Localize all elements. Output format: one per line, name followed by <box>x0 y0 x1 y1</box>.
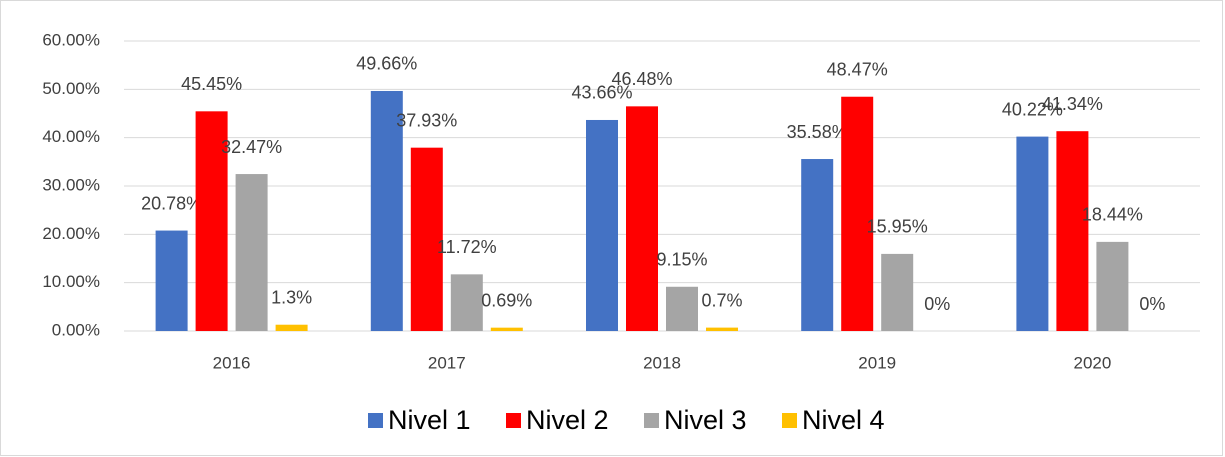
bar <box>275 324 308 331</box>
data-label: 15.95% <box>867 217 928 237</box>
x-tick-label: 2016 <box>213 353 251 372</box>
x-tick-label: 2020 <box>1073 353 1111 372</box>
bar <box>801 159 834 331</box>
x-tick-label: 2019 <box>858 353 896 372</box>
data-label: 49.66% <box>356 54 417 74</box>
y-tick-label: 30.00% <box>42 175 100 194</box>
bar <box>490 327 523 331</box>
y-tick-label: 50.00% <box>42 79 100 98</box>
bar <box>1096 241 1129 331</box>
bar <box>370 90 403 331</box>
legend-label: Nivel 3 <box>664 405 747 435</box>
data-label: 0% <box>1139 294 1165 314</box>
bar <box>626 106 658 331</box>
data-label: 18.44% <box>1082 205 1143 225</box>
data-label: 48.47% <box>827 59 888 79</box>
y-tick-label: 10.00% <box>42 272 100 291</box>
legend-swatch <box>368 413 383 428</box>
data-label: 32.47% <box>221 137 282 157</box>
data-label: 43.66% <box>571 83 632 103</box>
data-label: 35.58% <box>787 122 848 142</box>
data-label: 46.48% <box>611 69 672 89</box>
bar <box>1016 136 1049 331</box>
legend-label: Nivel 4 <box>802 405 885 435</box>
data-label: 11.72% <box>437 237 497 257</box>
legend-label: Nivel 1 <box>388 405 471 435</box>
bar <box>450 274 483 331</box>
data-label: 0% <box>924 294 950 314</box>
bar <box>410 147 443 331</box>
bar <box>235 174 268 331</box>
bar <box>1056 131 1089 331</box>
x-tick-label: 2017 <box>428 353 466 372</box>
y-tick-label: 20.00% <box>42 224 100 243</box>
bar <box>841 96 874 331</box>
bar <box>155 230 188 331</box>
bar <box>881 253 914 331</box>
data-label: 40.22% <box>1002 99 1063 119</box>
data-label: 45.45% <box>181 74 242 94</box>
y-tick-label: 40.00% <box>42 127 100 146</box>
legend-swatch <box>506 413 521 428</box>
y-tick-label: 0.00% <box>52 320 100 339</box>
data-label: 1.3% <box>271 287 312 307</box>
data-label: 41.34% <box>1042 94 1103 114</box>
bar <box>706 327 738 331</box>
bar <box>195 111 228 331</box>
legend-swatch <box>782 413 797 428</box>
bar <box>666 286 698 331</box>
y-tick-label: 60.00% <box>42 30 100 49</box>
data-label: 0.69% <box>481 290 532 310</box>
legend-swatch <box>644 413 659 428</box>
x-tick-label: 2018 <box>643 353 681 372</box>
data-label: 0.7% <box>701 290 742 310</box>
data-label: 20.78% <box>141 193 202 213</box>
data-label: 9.15% <box>656 250 707 270</box>
bar <box>586 119 618 331</box>
legend-label: Nivel 2 <box>526 405 609 435</box>
data-label: 37.93% <box>396 110 457 130</box>
